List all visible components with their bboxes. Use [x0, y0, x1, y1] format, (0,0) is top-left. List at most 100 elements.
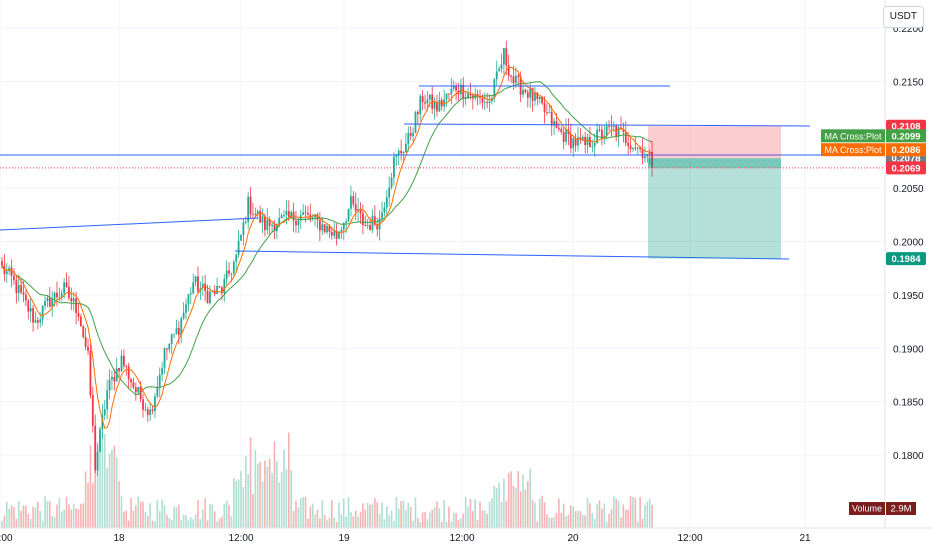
candle-body	[565, 129, 567, 142]
currency-button[interactable]: USDT	[882, 6, 924, 28]
volume-bar	[357, 516, 359, 528]
volume-bar	[273, 441, 276, 528]
candle-body	[629, 145, 632, 149]
volume-bar	[450, 521, 453, 528]
candle-body	[608, 125, 610, 127]
volume-bar	[187, 519, 190, 528]
volume-bar	[371, 503, 374, 528]
candle-body	[89, 350, 92, 396]
volume-bar	[233, 477, 235, 528]
volume-bar	[500, 501, 503, 528]
volume-bar	[144, 512, 147, 528]
volume-bar	[22, 505, 25, 528]
volume-bar	[103, 434, 106, 528]
volume-bar	[412, 520, 414, 528]
volume-bar	[438, 508, 441, 528]
candle-body	[91, 395, 94, 426]
candle-body	[503, 48, 505, 65]
volume-bar	[462, 513, 465, 528]
volume-bar	[452, 512, 455, 528]
volume-bar	[448, 506, 450, 528]
volume-bar	[579, 511, 582, 528]
candle-body	[242, 222, 245, 235]
candle-body	[134, 387, 137, 393]
candle-body	[225, 270, 228, 280]
volume-bar	[89, 445, 92, 528]
volume-bar	[476, 520, 479, 528]
candle-body	[428, 94, 431, 100]
volume-bar	[417, 517, 419, 528]
volume-bar	[77, 508, 80, 528]
volume-bar	[383, 519, 386, 528]
volume-bar	[168, 518, 171, 528]
candle-body	[44, 300, 46, 306]
volume-label-value-box	[886, 502, 916, 515]
volume-bar	[276, 461, 278, 528]
candle-body	[87, 346, 89, 351]
candle-body	[390, 177, 393, 188]
candle-body	[603, 135, 606, 138]
candle-body	[316, 214, 319, 220]
volume-bar	[240, 470, 242, 528]
candle-body	[36, 320, 39, 323]
candle-body	[526, 92, 529, 98]
candle-body	[180, 318, 183, 336]
volume-bar	[541, 496, 543, 528]
candle-body	[149, 409, 152, 416]
volume-bar	[560, 512, 563, 528]
candle-body	[459, 84, 462, 95]
volume-bar	[369, 504, 371, 528]
ma-label-value-box	[886, 143, 926, 157]
volume-bar	[400, 501, 402, 528]
candle-body	[154, 396, 156, 411]
volume-bar	[206, 520, 209, 528]
volume-bar	[72, 504, 75, 528]
candle-body	[538, 97, 541, 100]
volume-bar	[405, 510, 407, 528]
ma-label-name-box	[821, 129, 885, 143]
candle-body	[416, 112, 419, 115]
candle-body	[113, 376, 116, 382]
volume-bar	[424, 511, 426, 528]
candle-body	[553, 121, 555, 126]
volume-bar	[510, 471, 512, 528]
volume-bar	[259, 461, 261, 528]
volume-bar	[574, 511, 577, 528]
candle-body	[634, 148, 637, 149]
volume-bar	[56, 504, 58, 528]
volume-bar	[175, 507, 178, 528]
volume-bar	[316, 509, 319, 528]
volume-bar	[235, 481, 238, 528]
price-label-box	[886, 161, 926, 175]
volume-bar	[266, 466, 269, 528]
volume-bar	[307, 518, 309, 528]
candle-body	[385, 197, 388, 208]
candle-body	[72, 298, 75, 302]
candle-body	[25, 294, 27, 301]
volume-bar	[123, 511, 125, 528]
volume-bar	[84, 471, 87, 528]
volume-bar	[199, 519, 202, 528]
volume-bar	[335, 521, 338, 528]
candle-body	[531, 87, 534, 101]
volume-bar	[431, 509, 433, 528]
candle-body	[512, 76, 515, 84]
candle-body	[605, 125, 608, 136]
x-tick-label: 12:00	[449, 533, 474, 544]
volume-bar	[13, 507, 15, 528]
volume-bar	[414, 497, 417, 528]
candle-body	[546, 112, 548, 113]
candle-body	[206, 290, 209, 304]
candle-body	[350, 196, 352, 209]
volume-bar	[256, 463, 259, 528]
candle-body	[173, 333, 175, 335]
volume-bar	[397, 508, 400, 528]
candle-body	[17, 285, 20, 293]
candle-body	[321, 224, 324, 231]
volume-bar	[221, 516, 223, 528]
volume-bar	[34, 507, 37, 528]
candle-body	[421, 96, 424, 103]
candle-body	[481, 97, 484, 103]
volume-bar	[180, 519, 183, 528]
